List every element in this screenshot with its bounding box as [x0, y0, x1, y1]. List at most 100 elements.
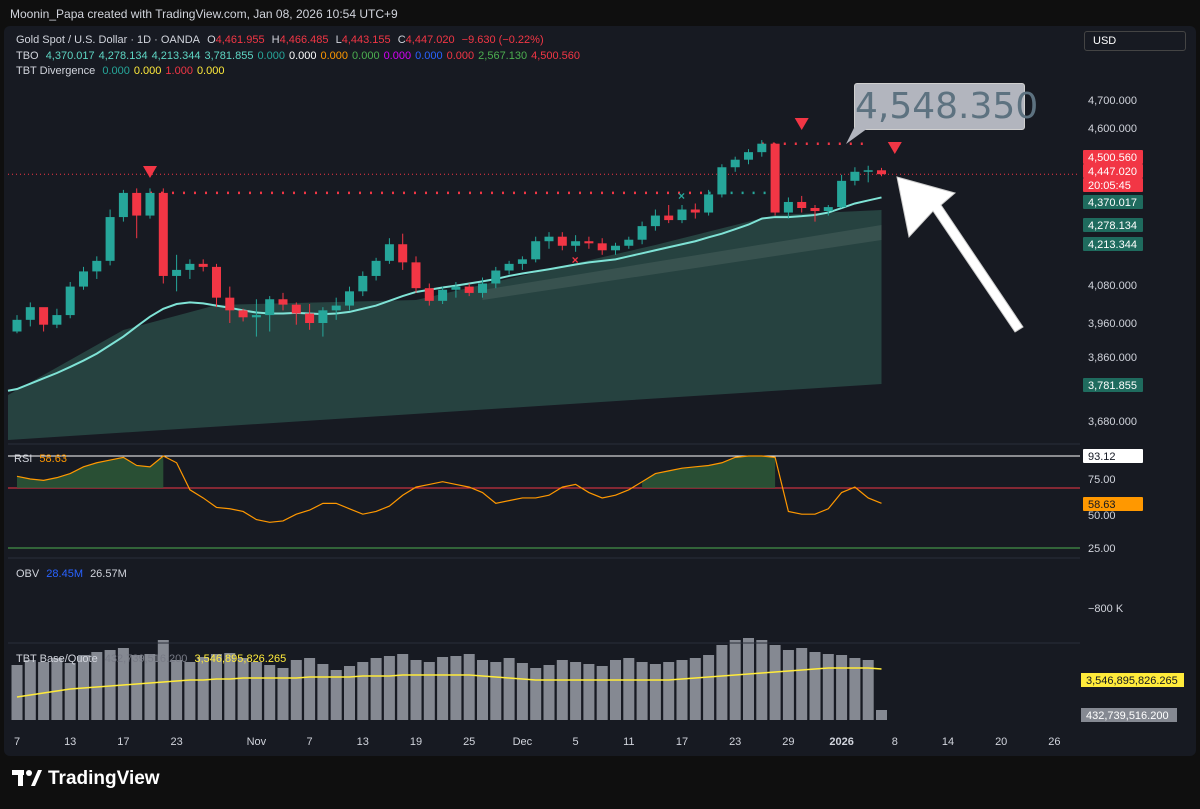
change-value: −9.630 (−0.22%) — [461, 34, 544, 46]
badge-rsi-upper-bg — [1083, 449, 1143, 463]
candle-body — [597, 243, 607, 251]
rsi-legend: RSI 58.63 — [14, 453, 71, 465]
divergence-value-0: 0.000 — [102, 65, 130, 77]
volume-value-b: 3,546,895,826.265 — [194, 653, 287, 665]
volume-bar — [423, 662, 435, 720]
candle-body — [12, 319, 22, 332]
sell-signal-triangle — [794, 118, 809, 130]
candle-body — [384, 244, 394, 261]
rsi-overbought-fill-2 — [642, 456, 776, 488]
volume-bar — [304, 658, 316, 720]
candle-body — [358, 275, 368, 292]
sell-signal-triangle — [143, 166, 157, 178]
candle-body — [730, 159, 740, 168]
badge-rsi-value-text: 58.63 — [1088, 499, 1116, 511]
time-tick-label: 23 — [729, 736, 741, 748]
volume-bar — [317, 664, 329, 720]
close-value: 4,447.020 — [405, 34, 455, 46]
price-tick-label: 4,080.000 — [1088, 280, 1137, 292]
volume-bar — [224, 653, 236, 720]
candle-body — [517, 259, 527, 264]
divergence-value-3: 0.000 — [196, 65, 225, 77]
price-tick-label: 3,960.000 — [1088, 318, 1137, 330]
obv-value-a: 28.45M — [46, 568, 83, 580]
tradingview-logo-icon — [12, 770, 42, 786]
rsi-line — [16, 455, 882, 523]
obv-label: OBV — [16, 568, 40, 580]
volume-bar — [144, 654, 156, 720]
attribution-bar: Moonin_Papa created with TradingView.com… — [0, 0, 1200, 26]
candle-body — [704, 194, 714, 213]
volume-bar — [344, 666, 355, 720]
volume-bar — [583, 664, 595, 720]
divergence-label: TBT Divergence — [16, 65, 96, 77]
volume-bar — [649, 664, 661, 720]
volume-bar — [370, 658, 382, 720]
badge-tbo-mid-bg — [1083, 218, 1143, 232]
divergence-value-2: 1.000 — [165, 65, 193, 77]
volume-bar — [64, 663, 76, 720]
rsi-tick-label: 25.00 — [1088, 543, 1116, 555]
candle-body — [65, 286, 75, 316]
rsi-tick-label: 50.00 — [1088, 510, 1116, 522]
badge-last-price-text: 4,447.020 — [1088, 166, 1137, 178]
tbo-value-2: 4,213.344 — [151, 50, 201, 62]
volume-bar — [782, 650, 794, 720]
badge-tbo-slow-bg — [1083, 237, 1143, 251]
open-value: 4,461.955 — [215, 34, 265, 46]
volume-bar — [743, 638, 754, 720]
time-tick-label: 14 — [942, 736, 954, 748]
volume-bar — [849, 658, 861, 720]
volume-bar — [463, 654, 475, 720]
candle-body — [345, 291, 354, 306]
candle-body — [331, 305, 341, 311]
time-tick-label: 2026 — [829, 736, 853, 748]
candle-body — [478, 283, 487, 293]
time-tick-label: Nov — [247, 736, 267, 748]
volume-bar — [676, 660, 688, 720]
volume-bar — [530, 668, 542, 720]
divergence-value-1: 0.000 — [133, 65, 162, 77]
candle-body — [25, 307, 35, 320]
currency-button[interactable]: USD — [1084, 31, 1186, 51]
volume-bar — [171, 660, 183, 720]
low-value: 4,443.155 — [341, 34, 391, 46]
candle-body — [265, 299, 275, 316]
rsi-overbought-fill-1 — [17, 456, 164, 488]
volume-bar — [822, 654, 834, 720]
callout-text: 4,548.350 — [855, 86, 1039, 127]
volume-legend: TBT Base/Quote 432,739,516.200 3,546,895… — [16, 653, 290, 665]
time-tick-label: Dec — [513, 736, 533, 748]
cross-marker-green: × — [678, 189, 685, 203]
volume-bar — [91, 652, 103, 720]
badge-rsi-value-bg — [1083, 497, 1143, 511]
candle-body — [797, 201, 807, 209]
time-tick-label: 19 — [410, 736, 422, 748]
price-tick-label: 3,680.000 — [1088, 416, 1137, 428]
candle-body — [291, 304, 301, 314]
candle-body — [225, 297, 235, 311]
volume-bar — [490, 662, 502, 720]
candle-body — [837, 180, 847, 208]
candle-body — [504, 263, 514, 271]
volume-bar — [543, 665, 555, 720]
badge-tbo-fast-bg — [1083, 195, 1143, 209]
candle-body — [438, 289, 448, 301]
volume-bar — [357, 662, 369, 720]
tbo-cloud-inner — [482, 225, 882, 300]
rsi-pane-background — [8, 446, 1080, 550]
volume-bar — [184, 662, 196, 720]
time-tick-label: 17 — [676, 736, 688, 748]
time-tick-label: 23 — [170, 736, 182, 748]
candle-body — [185, 263, 195, 270]
badge-volume-avg-text: 3,546,895,826.265 — [1086, 675, 1178, 687]
candle-body — [118, 192, 128, 218]
badge-tbo-resistance-text: 4,500.560 — [1088, 152, 1137, 164]
divergence-values: 0.000 0.000 1.000 0.000 — [102, 65, 228, 77]
volume-bar — [796, 648, 808, 720]
badge-tbo-long-bg — [1083, 378, 1143, 392]
candle-body — [39, 307, 49, 325]
candle-body — [79, 271, 88, 287]
volume-bar — [876, 710, 887, 720]
